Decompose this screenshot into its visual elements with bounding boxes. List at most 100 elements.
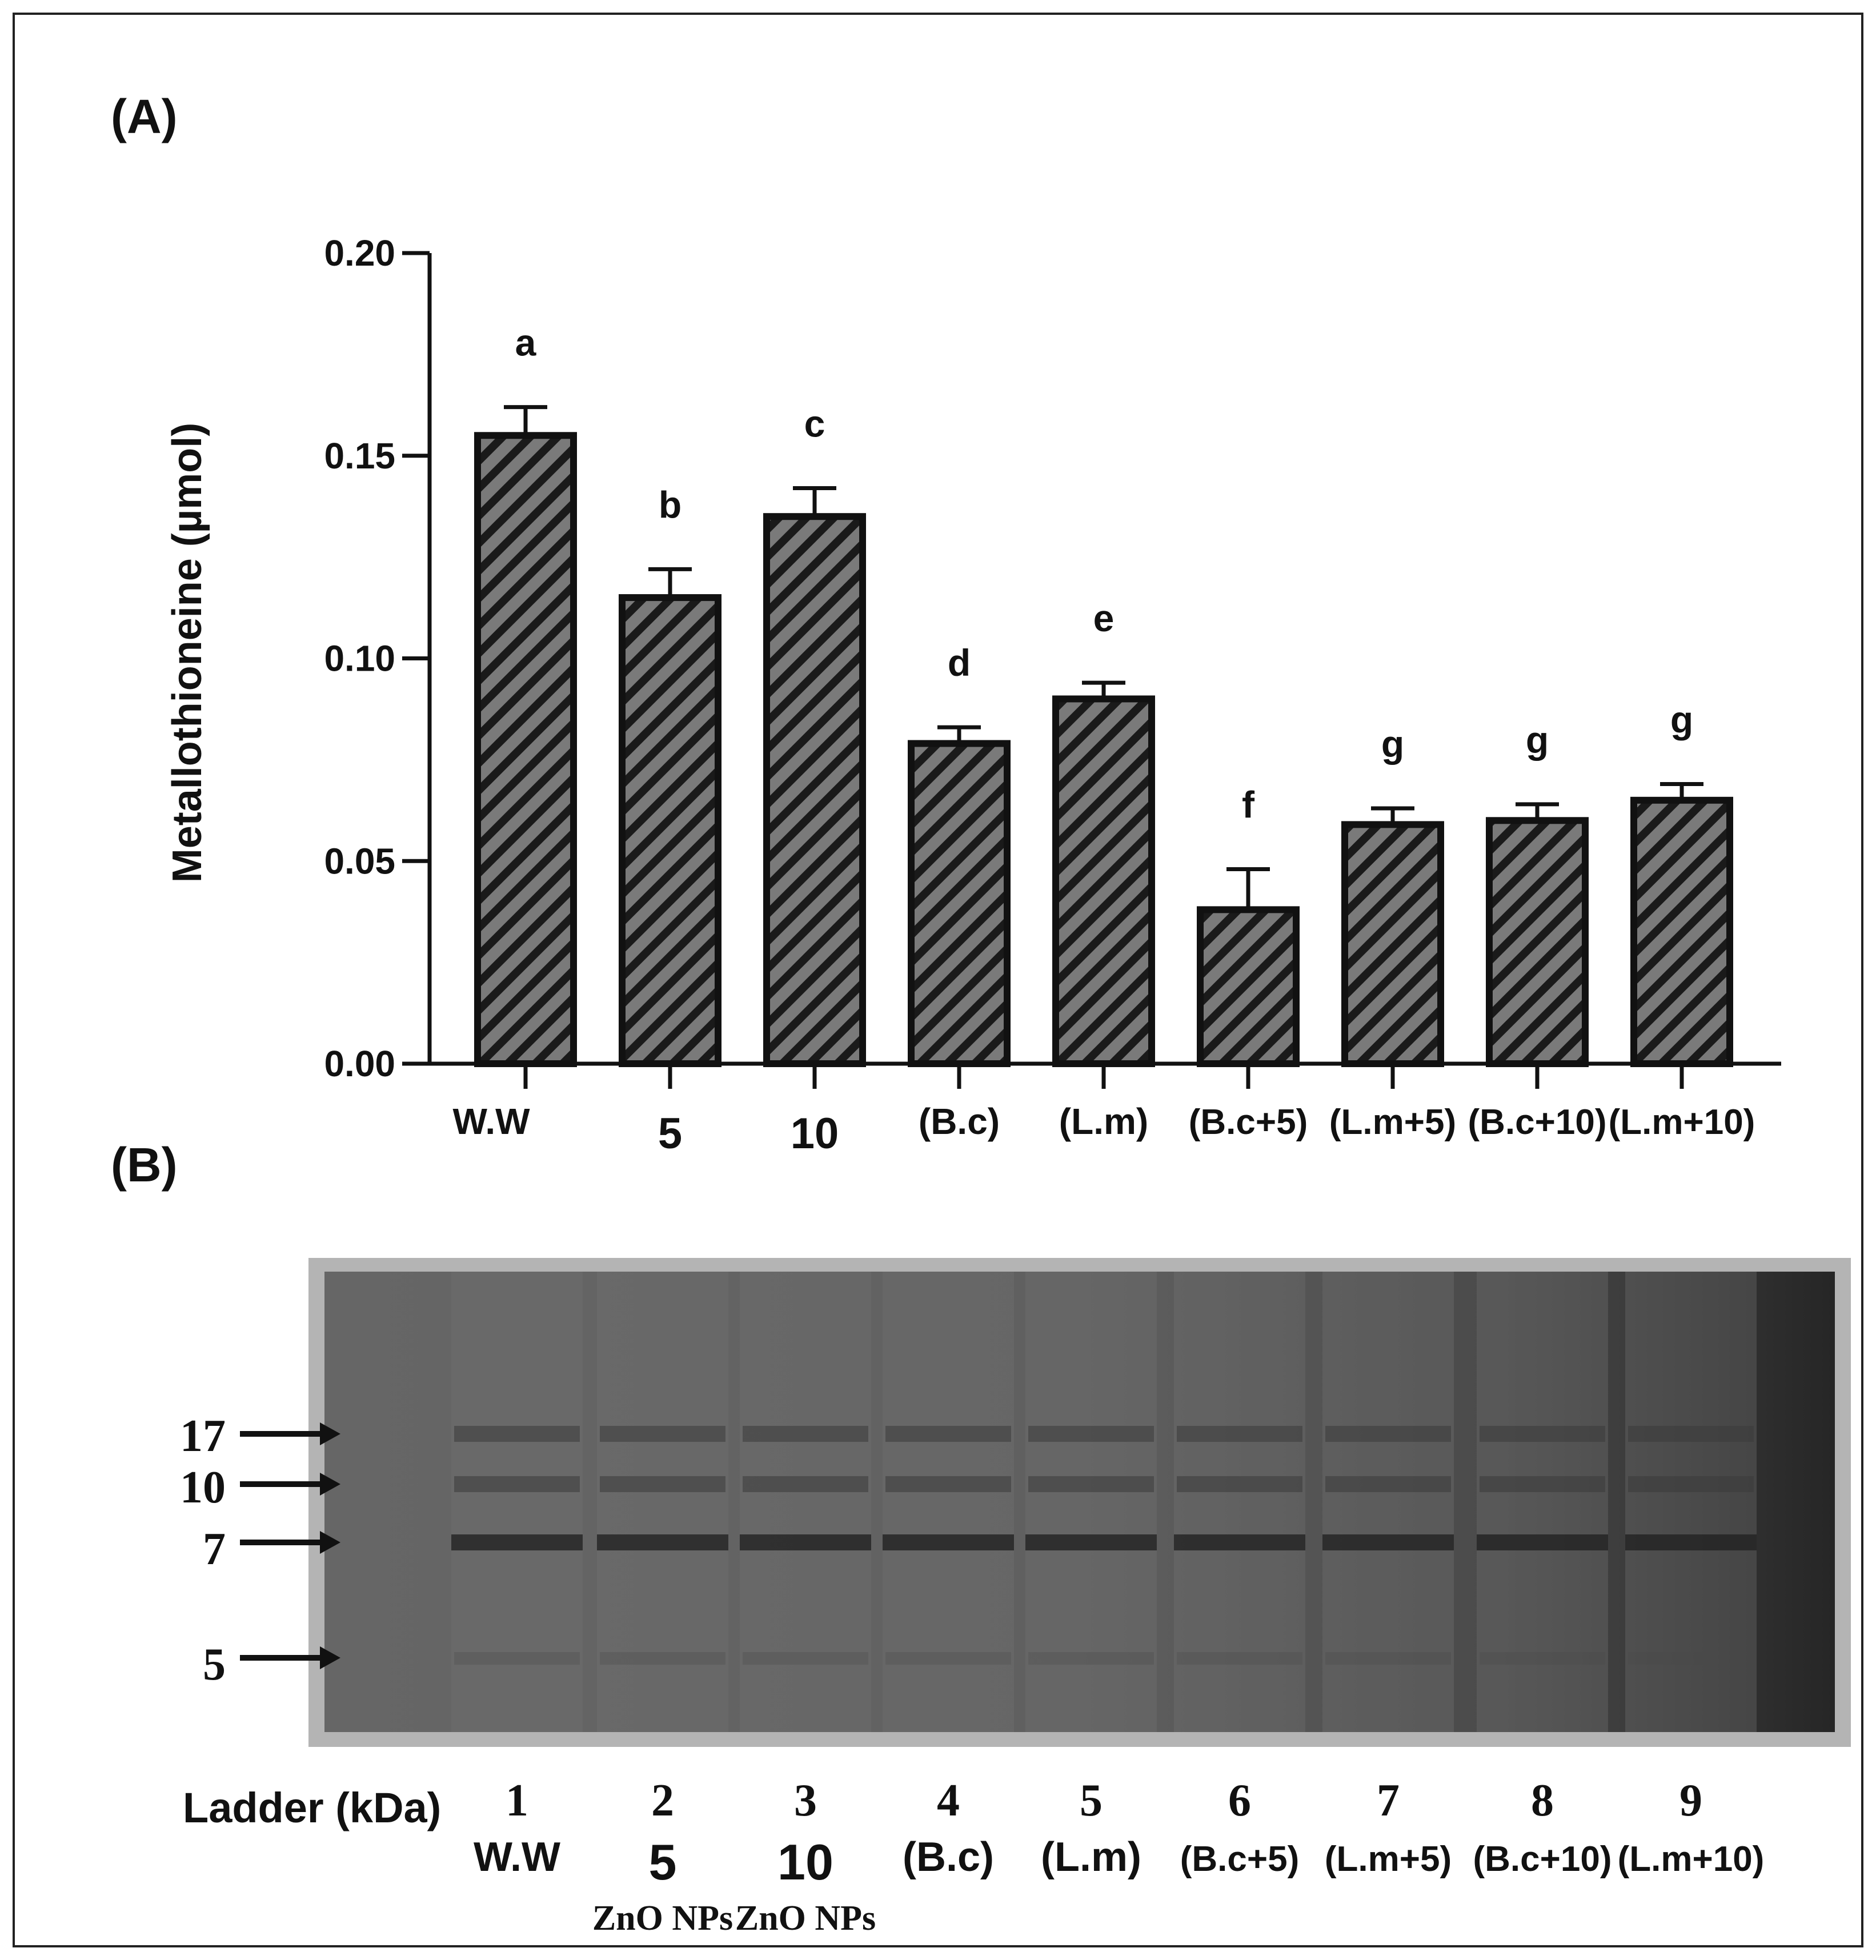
band-10 bbox=[743, 1476, 868, 1492]
arrow-head-icon bbox=[320, 1422, 340, 1445]
band-7 bbox=[1625, 1534, 1757, 1550]
band-10 bbox=[1628, 1476, 1754, 1492]
significance-letter: g bbox=[1526, 719, 1549, 761]
gel-body bbox=[324, 1272, 1835, 1732]
bar-8 bbox=[1630, 796, 1733, 1067]
band-5 bbox=[600, 1652, 725, 1665]
gel-lane-2 bbox=[597, 1272, 728, 1732]
band-7 bbox=[1025, 1534, 1157, 1550]
lane-label: (L.m+10) bbox=[1618, 1839, 1765, 1879]
band-17 bbox=[454, 1426, 580, 1442]
lane-label: 10 bbox=[777, 1834, 833, 1890]
band-17 bbox=[743, 1426, 868, 1442]
lane-number: 3 bbox=[794, 1775, 817, 1826]
category-label: (L.m) bbox=[1059, 1101, 1148, 1142]
gel-lane-1 bbox=[451, 1272, 583, 1732]
category-label: (L.m+5) bbox=[1329, 1103, 1456, 1142]
marker-label: 17 bbox=[180, 1411, 226, 1461]
significance-letter: b bbox=[659, 483, 682, 526]
bar-0 bbox=[474, 432, 577, 1067]
band-10 bbox=[1480, 1476, 1605, 1492]
lane-number: 7 bbox=[1377, 1775, 1400, 1826]
ladder-label: Ladder (kDa) bbox=[183, 1784, 441, 1831]
significance-letter: f bbox=[1242, 783, 1255, 825]
lane-label: (B.c) bbox=[903, 1834, 994, 1880]
lane-number: 1 bbox=[506, 1775, 528, 1826]
category-label: (B.c) bbox=[919, 1101, 1000, 1142]
band-17 bbox=[1480, 1426, 1605, 1442]
lane-label: 5 bbox=[649, 1834, 677, 1890]
arrow-head-icon bbox=[320, 1473, 340, 1496]
band-7 bbox=[740, 1534, 871, 1550]
band-17 bbox=[1628, 1426, 1754, 1442]
gel-lane-9 bbox=[1625, 1272, 1757, 1732]
band-5 bbox=[1325, 1652, 1451, 1665]
category-label: (B.c+5) bbox=[1189, 1103, 1308, 1142]
band-5 bbox=[1628, 1652, 1754, 1665]
band-10 bbox=[600, 1476, 725, 1492]
category-label: 10 bbox=[791, 1109, 839, 1158]
bar-4 bbox=[1052, 695, 1155, 1067]
band-10 bbox=[1325, 1476, 1451, 1492]
category-label: (B.c+10) bbox=[1468, 1103, 1607, 1142]
gel-lane-labels: Ladder (kDa) 1 W.W 2 5 ZnO NPs 3 10 ZnO NPs 4 (B.c… bbox=[183, 1775, 1764, 1938]
lane-label: (B.c+10) bbox=[1473, 1839, 1612, 1879]
significance-letter: e bbox=[1093, 597, 1115, 639]
gel-lane-3 bbox=[740, 1272, 871, 1732]
lane-number: 4 bbox=[937, 1775, 960, 1826]
band-10 bbox=[885, 1476, 1011, 1492]
gel-lane-8 bbox=[1477, 1272, 1608, 1732]
lane-sublabel: ZnO NPs bbox=[592, 1899, 733, 1938]
band-5 bbox=[1028, 1652, 1154, 1665]
lane-label: (L.m+5) bbox=[1325, 1839, 1452, 1879]
band-7 bbox=[597, 1534, 728, 1550]
band-10 bbox=[1028, 1476, 1154, 1492]
gel-lane-6 bbox=[1174, 1272, 1305, 1732]
band-17 bbox=[1177, 1426, 1302, 1442]
y-tick-label: 0.05 bbox=[324, 840, 395, 881]
gel-panel: 17 10 7 5 Ladder (kDa) 1 W.W 2 5 ZnO NPs 3 10 ZnO N… bbox=[0, 1228, 1876, 1948]
band-10 bbox=[454, 1476, 580, 1492]
bar-5 bbox=[1197, 906, 1300, 1067]
panel-a-label: (A) bbox=[111, 90, 178, 143]
band-10 bbox=[1177, 1476, 1302, 1492]
lane-number: 2 bbox=[651, 1775, 674, 1826]
chart-axes: 0.00 0.05 0.10 0.15 0.20 bbox=[324, 233, 1781, 1089]
gel-lane-4 bbox=[883, 1272, 1014, 1732]
marker-label: 10 bbox=[180, 1462, 226, 1513]
category-label: 5 bbox=[658, 1109, 682, 1158]
category-label: W.W bbox=[452, 1101, 530, 1142]
significance-letter: a bbox=[515, 322, 537, 364]
y-axis-label: Metallothioneine (µmol) bbox=[165, 423, 210, 883]
y-tick-label: 0.10 bbox=[324, 638, 395, 679]
lane-number: 8 bbox=[1531, 1775, 1554, 1826]
gel-lane-5 bbox=[1025, 1272, 1157, 1732]
band-7 bbox=[1174, 1534, 1305, 1550]
significance-letter: d bbox=[948, 642, 971, 684]
marker-label: 5 bbox=[203, 1640, 226, 1690]
chart-labels: Metallothioneine (µmol) a W.W b 5 c 10 d (B.c) e (… bbox=[165, 322, 1755, 1158]
arrow-head-icon bbox=[320, 1531, 340, 1554]
marker-label: 7 bbox=[203, 1524, 226, 1574]
band-5 bbox=[454, 1652, 580, 1665]
bar-6 bbox=[1341, 821, 1444, 1068]
lane-label: (L.m) bbox=[1041, 1834, 1141, 1880]
lane-number: 6 bbox=[1228, 1775, 1251, 1826]
band-7 bbox=[1477, 1534, 1608, 1550]
lane-number: 9 bbox=[1679, 1775, 1702, 1826]
band-5 bbox=[743, 1652, 868, 1665]
bar-1 bbox=[619, 594, 721, 1067]
gel-lane-7 bbox=[1322, 1272, 1454, 1732]
bar-7 bbox=[1486, 817, 1589, 1068]
y-tick-label: 0.00 bbox=[324, 1043, 395, 1084]
lane-label: (B.c+5) bbox=[1180, 1839, 1299, 1879]
band-17 bbox=[1325, 1426, 1451, 1442]
gel-lanes bbox=[451, 1272, 1757, 1732]
bar-chart: 0.00 0.05 0.10 0.15 0.20 Metallothioneine (µ… bbox=[165, 233, 1781, 1158]
significance-letter: g bbox=[1670, 698, 1693, 740]
band-5 bbox=[1177, 1652, 1302, 1665]
lane-label: W.W bbox=[474, 1834, 560, 1880]
band-5 bbox=[885, 1652, 1011, 1665]
